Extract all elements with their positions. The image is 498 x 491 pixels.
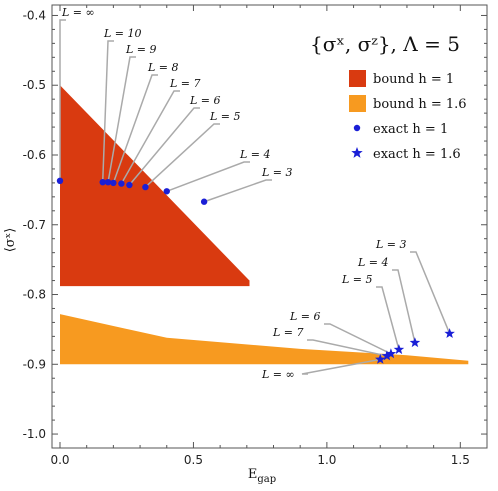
- point-label: L = 9: [125, 43, 157, 56]
- point-label: L = 3: [375, 238, 407, 251]
- legend-circle-marker: [353, 124, 361, 132]
- bound-region-h1: [60, 85, 250, 287]
- y-tick-label: -0.5: [23, 78, 46, 92]
- point-label: L = 4: [239, 148, 271, 161]
- leader-line: [144, 123, 220, 188]
- legend-star-marker: [351, 147, 363, 158]
- leader-line: [392, 269, 416, 343]
- point-label: L = 5: [341, 273, 373, 286]
- legend-swatch: [349, 70, 366, 87]
- point-annotations: L = ∞ L = 10 L = 9 L = 8 L = 7 L = 6 L = 5 L = …: [61, 6, 407, 381]
- x-tick-label: 1.0: [317, 453, 336, 467]
- point-label: L = 8: [147, 61, 179, 74]
- point-label: L = 6: [289, 310, 321, 323]
- x-axis-label: Egap: [248, 467, 276, 485]
- exact-star-point: [375, 353, 386, 364]
- leader-line: [59, 19, 66, 181]
- exact-circle-point: [142, 183, 149, 191]
- chart-title: {σˣ, σᶻ}, Λ = 5: [310, 32, 460, 56]
- bound-regions: [60, 85, 469, 365]
- legend-swatch: [349, 95, 366, 112]
- legend-label: bound h = 1: [373, 72, 454, 87]
- leader-line: [410, 251, 451, 334]
- point-label: L = 5: [209, 110, 241, 123]
- leader-line: [107, 56, 136, 183]
- exact-circle-point: [104, 179, 112, 186]
- leader-line: [101, 40, 114, 183]
- x-axis-label-main: E: [248, 467, 258, 482]
- leader-line: [301, 358, 381, 375]
- axis-ticks: 0.0 0.5 1.0 1.5 -0.4 -0.5 -0.6 -0.7 -0.8 -0.9 -1.0: [23, 5, 487, 467]
- x-tick-label: 0.0: [50, 453, 69, 467]
- exact-circle-point: [126, 181, 133, 189]
- exact-circle-point: [56, 177, 64, 185]
- leader-line: [376, 286, 400, 350]
- leader-line: [166, 161, 250, 192]
- exact-circle-point: [99, 179, 106, 186]
- y-tick-label: -0.9: [23, 357, 46, 371]
- point-label: L = 6: [189, 94, 221, 107]
- point-label: L = 7: [272, 326, 304, 339]
- y-axis-label: ⟨σˣ⟩: [3, 228, 18, 253]
- x-axis-label-sub: gap: [257, 474, 276, 485]
- exact-star-point: [381, 350, 393, 361]
- x-tick-label: 1.5: [451, 453, 470, 467]
- bound-region-h1-6: [60, 314, 469, 365]
- exact-circle-point: [118, 180, 125, 187]
- exact-star-point: [409, 337, 421, 348]
- y-tick-label: -0.7: [23, 218, 46, 232]
- point-label: L = 4: [357, 256, 389, 269]
- point-label: L = 10: [103, 27, 142, 40]
- plot-frame: [51, 4, 488, 449]
- y-tick-label: -0.4: [23, 8, 46, 22]
- annotation-leaders: [59, 19, 451, 375]
- x-tick-label: 0.5: [184, 453, 203, 467]
- point-label: L = 7: [169, 77, 201, 90]
- exact-points: [56, 177, 455, 364]
- exact-star-point: [444, 328, 455, 338]
- exact-star-point: [385, 348, 397, 359]
- leader-line: [324, 323, 392, 355]
- point-label: L = 3: [261, 166, 293, 179]
- point-label: L = ∞: [61, 6, 95, 19]
- y-tick-label: -1.0: [23, 427, 46, 441]
- exact-circle-point: [110, 179, 117, 187]
- legend-label: exact h = 1: [373, 122, 448, 137]
- y-tick-label: -0.8: [23, 288, 46, 302]
- point-label: L = ∞: [261, 368, 295, 381]
- exact-star-point: [393, 344, 405, 355]
- legend-label: exact h = 1.6: [373, 147, 461, 162]
- legend: bound h = 1 bound h = 1.6 exact h = 1 exact…: [298, 66, 484, 184]
- exact-circle-point: [200, 198, 208, 205]
- legend-label: bound h = 1.6: [373, 97, 467, 112]
- leader-line: [307, 339, 388, 357]
- y-tick-label: -0.6: [23, 148, 46, 162]
- leader-line: [120, 90, 180, 184]
- leader-line: [112, 74, 158, 184]
- exact-circle-point: [163, 188, 170, 195]
- leader-line: [128, 107, 200, 186]
- leader-line: [203, 179, 272, 203]
- legend-background: [298, 66, 484, 184]
